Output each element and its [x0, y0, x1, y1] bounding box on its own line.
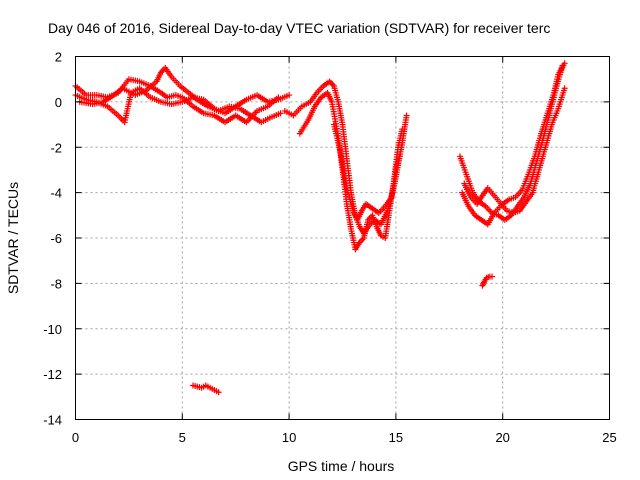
data-point	[397, 151, 404, 158]
data-points	[72, 60, 568, 396]
y-tick-label: -10	[43, 322, 62, 337]
y-tick-label: -4	[50, 186, 62, 201]
y-tick-label: -12	[43, 367, 62, 382]
series-mid-cluster	[479, 273, 496, 289]
data-point	[561, 85, 568, 92]
series-late-c	[461, 85, 568, 217]
data-point	[286, 92, 293, 99]
data-point	[399, 126, 406, 133]
data-point	[489, 273, 496, 280]
data-point	[561, 60, 568, 67]
axis-ticks	[75, 56, 610, 420]
y-tick-label: 2	[55, 50, 62, 65]
x-axis-label: GPS time / hours	[288, 458, 395, 474]
x-tick-label: 0	[72, 430, 79, 445]
x-tick-label: 15	[389, 430, 403, 445]
y-tick-label: -6	[50, 231, 62, 246]
x-tick-labels: 0 5 10 15 20 25	[72, 430, 617, 445]
y-tick-labels: 2 0 -2 -4 -6 -8 -10 -12 -14	[43, 50, 62, 428]
data-point	[277, 110, 284, 117]
x-tick-label: 25	[602, 430, 616, 445]
x-tick-label: 5	[179, 430, 186, 445]
y-tick-label: -2	[50, 140, 62, 155]
y-axis-label: SDTVAR / TECUs	[5, 182, 21, 294]
y-tick-label: -8	[50, 276, 62, 291]
data-point	[215, 389, 222, 396]
data-point	[275, 94, 282, 101]
x-tick-label: 20	[495, 430, 509, 445]
series-low-cluster	[189, 382, 222, 396]
y-tick-label: 0	[55, 95, 62, 110]
data-point	[403, 112, 410, 119]
x-tick-label: 10	[282, 430, 296, 445]
y-tick-label: -14	[43, 413, 62, 428]
series-early-band-c	[76, 64, 284, 126]
series-midday-rise-c	[330, 121, 404, 223]
chart-title: Day 046 of 2016, Sidereal Day-to-day VTE…	[48, 20, 550, 36]
